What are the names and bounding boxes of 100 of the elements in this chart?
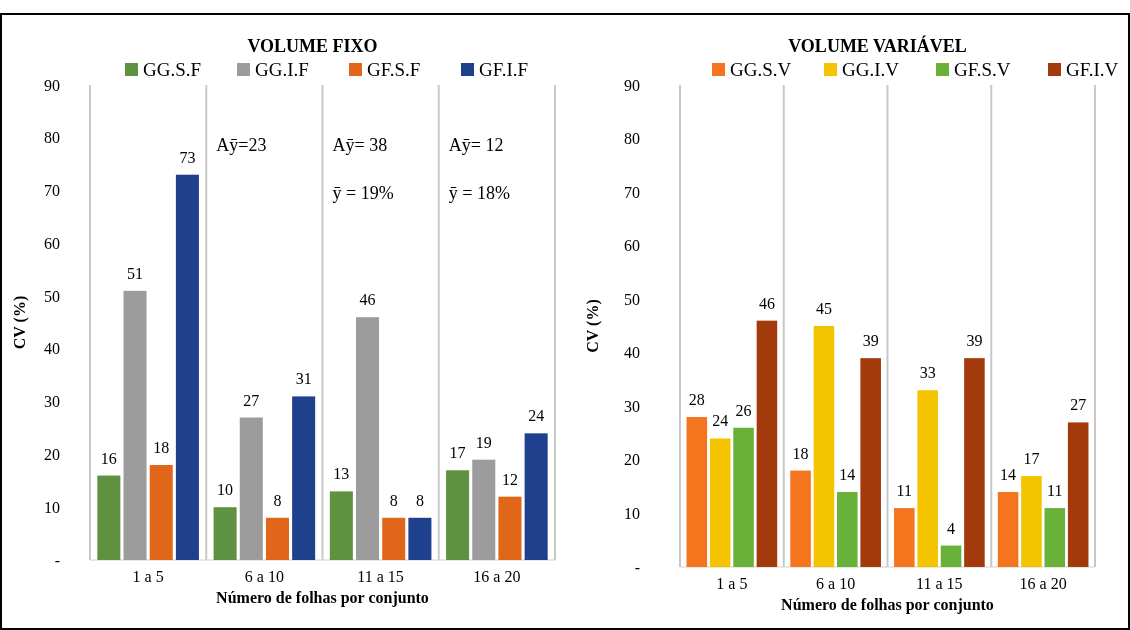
y-tick-label: 40	[44, 340, 60, 358]
x-tick-label: 1 a 5	[716, 575, 748, 592]
bar	[498, 496, 522, 560]
bar	[446, 470, 470, 560]
x-tick-label: 11 a 15	[916, 575, 963, 592]
legend-label: GG.S.F	[143, 59, 202, 80]
data-label: 45	[815, 300, 832, 317]
data-label: 8	[415, 491, 424, 509]
y-tick-label: 70	[44, 182, 60, 200]
data-label: 18	[792, 444, 809, 462]
chart-title: VOLUME VARIÁVEL	[788, 35, 967, 56]
y-axis-title: CV (%)	[584, 299, 602, 353]
data-label: 33	[919, 364, 936, 382]
bar	[709, 438, 731, 567]
y-tick-label: 90	[624, 76, 640, 94]
data-label: 10	[217, 481, 234, 499]
legend-label: GG.I.V	[842, 59, 900, 80]
y-tick-label: 50	[624, 290, 640, 308]
data-label: 14	[839, 466, 856, 484]
x-tick-label: 16 a 20	[473, 568, 521, 585]
data-label: 26	[735, 401, 752, 419]
bar	[790, 470, 811, 567]
x-tick-label: 6 a 10	[816, 575, 856, 592]
bar	[1067, 422, 1089, 567]
legend-label: GG.I.F	[255, 59, 309, 80]
data-label: 39	[862, 332, 879, 350]
y-tick-label: 30	[624, 397, 640, 415]
data-label: 27	[243, 391, 260, 409]
data-label: 39	[966, 332, 983, 350]
annotation: ȳ = 18%	[448, 183, 510, 204]
bar	[756, 320, 778, 567]
x-tick-label: 1 a 5	[132, 568, 164, 585]
annotation: Aȳ= 12	[448, 135, 504, 156]
data-label: 11	[896, 482, 913, 500]
data-label: 14	[1000, 466, 1017, 484]
bar	[472, 459, 496, 560]
legend-label: GF.S.V	[954, 59, 1011, 80]
y-tick-label: 20	[44, 446, 60, 464]
data-label: 31	[295, 370, 312, 388]
y-tick-label: 60	[44, 234, 60, 252]
data-label: 24	[712, 412, 729, 430]
data-label: 4	[947, 519, 956, 537]
bar	[175, 174, 199, 560]
data-label: 19	[475, 433, 492, 451]
bar	[356, 317, 380, 560]
legend-label: GF.I.V	[1066, 59, 1119, 80]
data-label: 73	[179, 148, 196, 166]
bar	[813, 326, 835, 567]
data-label: 13	[333, 465, 350, 483]
bar	[329, 491, 353, 560]
data-label: 27	[1070, 396, 1087, 414]
y-axis-title: CV (%)	[11, 295, 29, 350]
data-label: 24	[528, 407, 545, 425]
bar	[149, 465, 173, 560]
x-axis-title: Número de folhas por conjunto	[781, 596, 994, 614]
bar	[837, 492, 858, 567]
y-tick-label: -	[54, 551, 60, 569]
bar	[997, 492, 1019, 567]
y-tick-label: 10	[44, 498, 60, 516]
y-tick-label: 90	[44, 76, 60, 94]
data-label: 46	[359, 291, 376, 309]
y-tick-label: 60	[624, 237, 640, 255]
bar	[292, 396, 316, 560]
legend-label: GF.I.F	[479, 59, 529, 80]
y-tick-label: 50	[44, 287, 60, 305]
bar	[524, 433, 548, 560]
bar	[860, 358, 881, 567]
data-label: 17	[1023, 449, 1040, 467]
legend-label: GG.S.V	[730, 59, 792, 80]
bar	[408, 517, 432, 560]
data-label: 16	[100, 449, 117, 467]
x-tick-label: 11 a 15	[357, 568, 404, 585]
y-tick-label: 30	[44, 393, 60, 411]
x-tick-label: 16 a 20	[1019, 575, 1067, 592]
annotation: Aȳ=23	[216, 135, 267, 156]
x-tick-label: 6 a 10	[244, 568, 284, 585]
bar	[686, 417, 708, 567]
y-tick-label: 80	[44, 129, 60, 147]
data-label: 51	[127, 264, 144, 282]
bar	[239, 417, 263, 560]
bar	[1021, 475, 1042, 567]
legend-label: GF.S.F	[367, 59, 421, 80]
annotation: ȳ = 19%	[332, 183, 394, 204]
data-label: 8	[389, 491, 398, 509]
bar	[213, 507, 237, 560]
y-tick-label: 20	[624, 451, 640, 469]
annotation: Aȳ= 38	[332, 135, 388, 156]
chart-title: VOLUME FIXO	[247, 36, 378, 56]
y-tick-label: 40	[624, 344, 640, 362]
bar	[1044, 508, 1066, 567]
data-label: 8	[273, 491, 282, 509]
y-tick-label: 10	[624, 505, 640, 523]
data-label: 28	[688, 391, 705, 409]
bar	[265, 517, 289, 560]
data-label: 18	[153, 439, 170, 456]
bar	[97, 475, 121, 560]
data-label: 11	[1047, 482, 1063, 500]
bar	[894, 508, 915, 567]
y-tick-label: 70	[624, 183, 640, 201]
bar	[964, 358, 985, 567]
